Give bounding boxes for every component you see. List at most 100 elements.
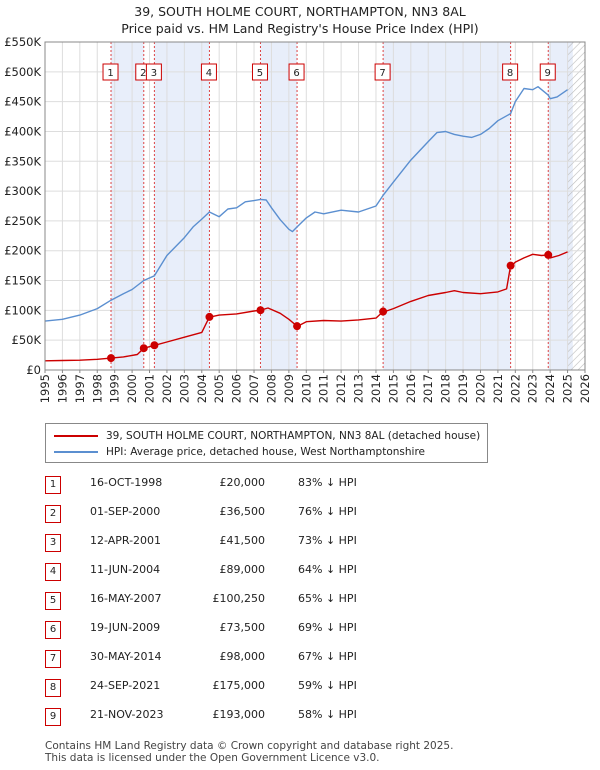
sale-label: 4 — [206, 68, 212, 79]
sale-label-box — [200, 63, 217, 81]
title-line-1: 39, SOUTH HOLME COURT, NORTHAMPTON, NN3 … — [134, 4, 466, 19]
sale-point — [544, 250, 553, 259]
sale-date: 16-OCT-1998 — [90, 476, 163, 489]
x-tick-label: 1998 — [90, 374, 104, 403]
sale-price: £41,500 — [219, 534, 266, 547]
sale-price: £36,500 — [219, 505, 266, 518]
y-tick-label: £400K — [4, 124, 41, 138]
shaded-period — [260, 42, 298, 370]
x-tick-label: 2016 — [404, 374, 418, 403]
title-line-2: Price paid vs. HM Land Registry's House … — [121, 21, 479, 36]
y-tick-label: £550K — [4, 35, 41, 49]
sale-label: 8 — [507, 68, 513, 79]
sale-date: 21-NOV-2023 — [90, 708, 164, 721]
x-tick-label: 2000 — [125, 374, 139, 403]
sale-point — [107, 354, 116, 363]
shaded-period — [383, 42, 511, 370]
sale-date: 11-JUN-2004 — [90, 563, 161, 576]
x-tick-label: 2008 — [264, 374, 278, 403]
sale-hpi-diff: 65% ↓ HPI — [298, 592, 357, 605]
plot-frame — [44, 41, 586, 371]
y-tick-label: £450K — [4, 95, 41, 109]
sale-hpi-diff: 83% ↓ HPI — [298, 476, 357, 489]
sale-price: £175,000 — [212, 679, 266, 692]
x-tick-label: 2019 — [456, 374, 470, 403]
sale-hpi-diff: 58% ↓ HPI — [298, 708, 357, 721]
chart-title: 39, SOUTH HOLME COURT, NORTHAMPTON, NN3 … — [0, 3, 600, 37]
x-tick-label: 2023 — [526, 374, 540, 403]
sale-date: 01-SEP-2000 — [90, 505, 161, 518]
sale-label-box — [102, 63, 119, 81]
sale-number: 2 — [45, 505, 61, 523]
x-tick-label: 2012 — [334, 374, 348, 403]
x-tick-label: 2011 — [317, 374, 331, 403]
sale-label-box — [251, 63, 268, 81]
shaded-period — [154, 42, 210, 370]
shaded-period — [111, 42, 144, 370]
x-tick-label: 2018 — [439, 374, 453, 403]
sale-label-box — [374, 63, 391, 81]
legend: 39, SOUTH HOLME COURT, NORTHAMPTON, NN3 … — [45, 423, 488, 463]
table-row: 3 12-APR-2001 £41,500 73% ↓ HPI — [0, 528, 600, 556]
sale-date: 16-MAY-2007 — [90, 592, 162, 605]
legend-label-property: 39, SOUTH HOLME COURT, NORTHAMPTON, NN3 … — [106, 430, 481, 442]
sale-price: £100,250 — [212, 592, 266, 605]
sale-price: £73,500 — [219, 621, 266, 634]
x-tick-label: 2022 — [508, 374, 522, 403]
x-tick-label: 2014 — [369, 374, 383, 403]
x-tick-label: 2010 — [299, 374, 313, 403]
sale-label-box — [539, 63, 556, 81]
legend-swatch-property — [54, 435, 98, 437]
x-tick-label: 2026 — [578, 374, 592, 403]
sale-label: 3 — [151, 68, 157, 79]
x-tick-label: 2006 — [230, 374, 244, 403]
x-tick-label: 2025 — [561, 374, 575, 403]
x-tick-label: 2024 — [543, 374, 557, 403]
x-tick-label: 2007 — [247, 374, 261, 403]
x-tick-label: 1999 — [108, 374, 122, 403]
sale-label: 2 — [140, 68, 146, 79]
x-tick-label: 1995 — [38, 374, 52, 403]
sale-number: 5 — [45, 592, 61, 610]
sale-number: 7 — [45, 650, 61, 668]
x-tick-label: 2003 — [177, 374, 191, 403]
table-row: 9 21-NOV-2023 £193,000 58% ↓ HPI — [0, 702, 600, 730]
sale-hpi-diff: 69% ↓ HPI — [298, 621, 357, 634]
x-tick-label: 2009 — [282, 374, 296, 403]
hpi-line — [44, 85, 568, 322]
sale-point — [293, 322, 302, 331]
x-tick-label: 2004 — [195, 374, 209, 403]
sale-number: 6 — [45, 621, 61, 639]
y-tick-label: £250K — [4, 214, 41, 228]
sale-date: 12-APR-2001 — [90, 534, 162, 547]
table-row: 7 30-MAY-2014 £98,000 67% ↓ HPI — [0, 644, 600, 672]
legend-label-hpi: HPI: Average price, detached house, West… — [106, 446, 425, 458]
table-row: 6 19-JUN-2009 £73,500 69% ↓ HPI — [0, 615, 600, 643]
sale-label: 5 — [257, 68, 263, 79]
future-hatch — [567, 42, 585, 370]
sale-price: £98,000 — [219, 650, 266, 663]
footer-copyright: Contains HM Land Registry data © Crown c… — [45, 740, 454, 752]
footer-licence: This data is licensed under the Open Gov… — [45, 752, 380, 764]
sale-label: 6 — [293, 68, 299, 79]
x-tick-label: 2015 — [386, 374, 400, 403]
y-tick-label: £0 — [26, 363, 41, 377]
sale-label-box — [502, 63, 519, 81]
x-tick-label: 2021 — [491, 374, 505, 403]
sale-date: 24-SEP-2021 — [90, 679, 161, 692]
x-tick-label: 2002 — [160, 374, 174, 403]
sale-hpi-diff: 64% ↓ HPI — [298, 563, 357, 576]
footer: Contains HM Land Registry data © Crown c… — [45, 740, 453, 764]
y-tick-label: £100K — [4, 303, 41, 317]
x-tick-label: 2005 — [212, 374, 226, 403]
sale-label-box — [145, 63, 162, 81]
sale-point — [205, 312, 214, 321]
y-tick-label: £200K — [4, 244, 41, 258]
sale-point — [256, 306, 265, 315]
sale-point — [379, 307, 388, 316]
sale-hpi-diff: 67% ↓ HPI — [298, 650, 357, 663]
sale-number: 4 — [45, 563, 61, 581]
sale-price: £193,000 — [212, 708, 266, 721]
table-row: 4 11-JUN-2004 £89,000 64% ↓ HPI — [0, 557, 600, 585]
y-tick-label: £50K — [12, 333, 42, 347]
